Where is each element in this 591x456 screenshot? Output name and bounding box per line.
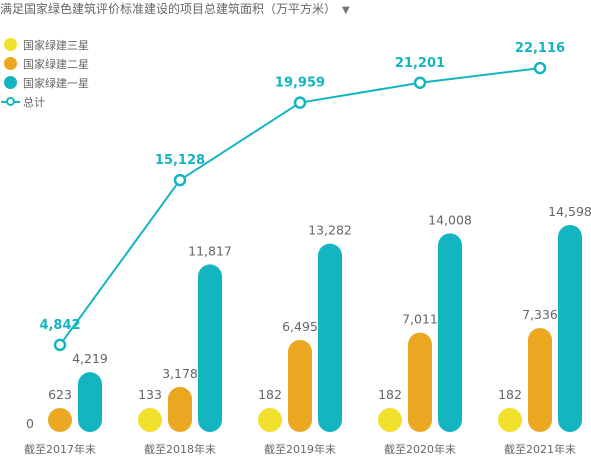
bar-2-3: [438, 233, 462, 432]
x-tick-label-1: 截至2018年末: [144, 442, 216, 456]
bar-label-1-0: 623: [48, 387, 72, 402]
bar-1-0: [48, 408, 72, 432]
bar-0-3: [378, 408, 402, 432]
bar-label-2-0: 4,219: [72, 351, 108, 366]
bar-label-2-4: 14,598: [548, 204, 591, 219]
legend-label-3star: 国家绿建三星: [23, 38, 89, 52]
total-label-2: 19,959: [275, 76, 325, 91]
bar-2-2: [318, 243, 342, 432]
legend-label-2star: 国家绿建二星: [23, 57, 89, 71]
x-tick-label-4: 截至2021年末: [504, 442, 576, 456]
bar-2-4: [558, 225, 582, 432]
legend-item-3star[interactable]: 国家绿建三星: [4, 35, 89, 54]
bar-1-3: [408, 332, 432, 432]
legend-label-total: 总计: [23, 95, 45, 109]
total-point-0: [53, 338, 67, 352]
legend-item-2star[interactable]: 国家绿建二星: [4, 54, 89, 73]
legend-swatch-2star: [4, 57, 17, 70]
bar-1-4: [528, 327, 552, 432]
bar-label-1-2: 6,495: [282, 319, 318, 334]
chart-title: 满足国家绿色建筑评价标准建设的项目总建筑面积（万平方米） ▼: [0, 0, 350, 17]
total-point-2: [293, 96, 307, 109]
bar-label-0-4: 182: [498, 387, 522, 402]
bar-2-1: [198, 264, 222, 432]
legend: 国家绿建三星 国家绿建二星 国家绿建一星 总计: [1, 35, 89, 111]
bar-label-1-3: 7,011: [402, 312, 438, 327]
total-point-4: [533, 61, 547, 75]
total-point-1: [173, 173, 187, 187]
bar-label-2-3: 14,008: [428, 212, 472, 227]
bar-1-1: [168, 386, 192, 432]
bar-2-0: [78, 372, 102, 432]
total-label-1: 15,128: [155, 153, 205, 168]
x-tick-label-2: 截至2019年末: [264, 442, 336, 456]
bar-label-0-3: 182: [378, 387, 402, 402]
bar-0-4: [498, 408, 522, 432]
bar-0-1: [138, 408, 162, 432]
bar-label-2-1: 11,817: [188, 243, 232, 258]
x-tick-label-3: 截至2020年末: [384, 442, 456, 456]
total-line: [59, 67, 541, 346]
bar-label-0-2: 182: [258, 387, 282, 402]
bar-label-2-2: 13,282: [308, 223, 352, 238]
total-label-4: 22,116: [515, 41, 565, 56]
legend-label-1star: 国家绿建一星: [23, 76, 89, 90]
bar-0-2: [258, 408, 282, 432]
x-tick-label-0: 截至2017年末: [24, 442, 96, 456]
triangle-down-icon[interactable]: ▼: [342, 5, 350, 16]
bar-label-0-0: 0: [26, 416, 34, 431]
total-label-3: 21,201: [395, 56, 445, 71]
bar-label-0-1: 133: [138, 387, 162, 402]
bar-1-2: [288, 339, 312, 432]
legend-swatch-3star: [4, 38, 17, 51]
bar-label-1-1: 3,178: [162, 366, 198, 381]
legend-swatch-1star: [4, 76, 17, 89]
legend-item-1star[interactable]: 国家绿建一星: [4, 73, 89, 92]
legend-item-total[interactable]: 总计: [1, 92, 89, 111]
total-point-3: [413, 76, 427, 90]
bar-label-1-4: 7,336: [522, 307, 558, 322]
legend-swatch-total: [1, 95, 20, 108]
chart-title-text: 满足国家绿色建筑评价标准建设的项目总建筑面积（万平方米）: [0, 2, 337, 16]
total-label-0: 4,842: [39, 318, 80, 333]
